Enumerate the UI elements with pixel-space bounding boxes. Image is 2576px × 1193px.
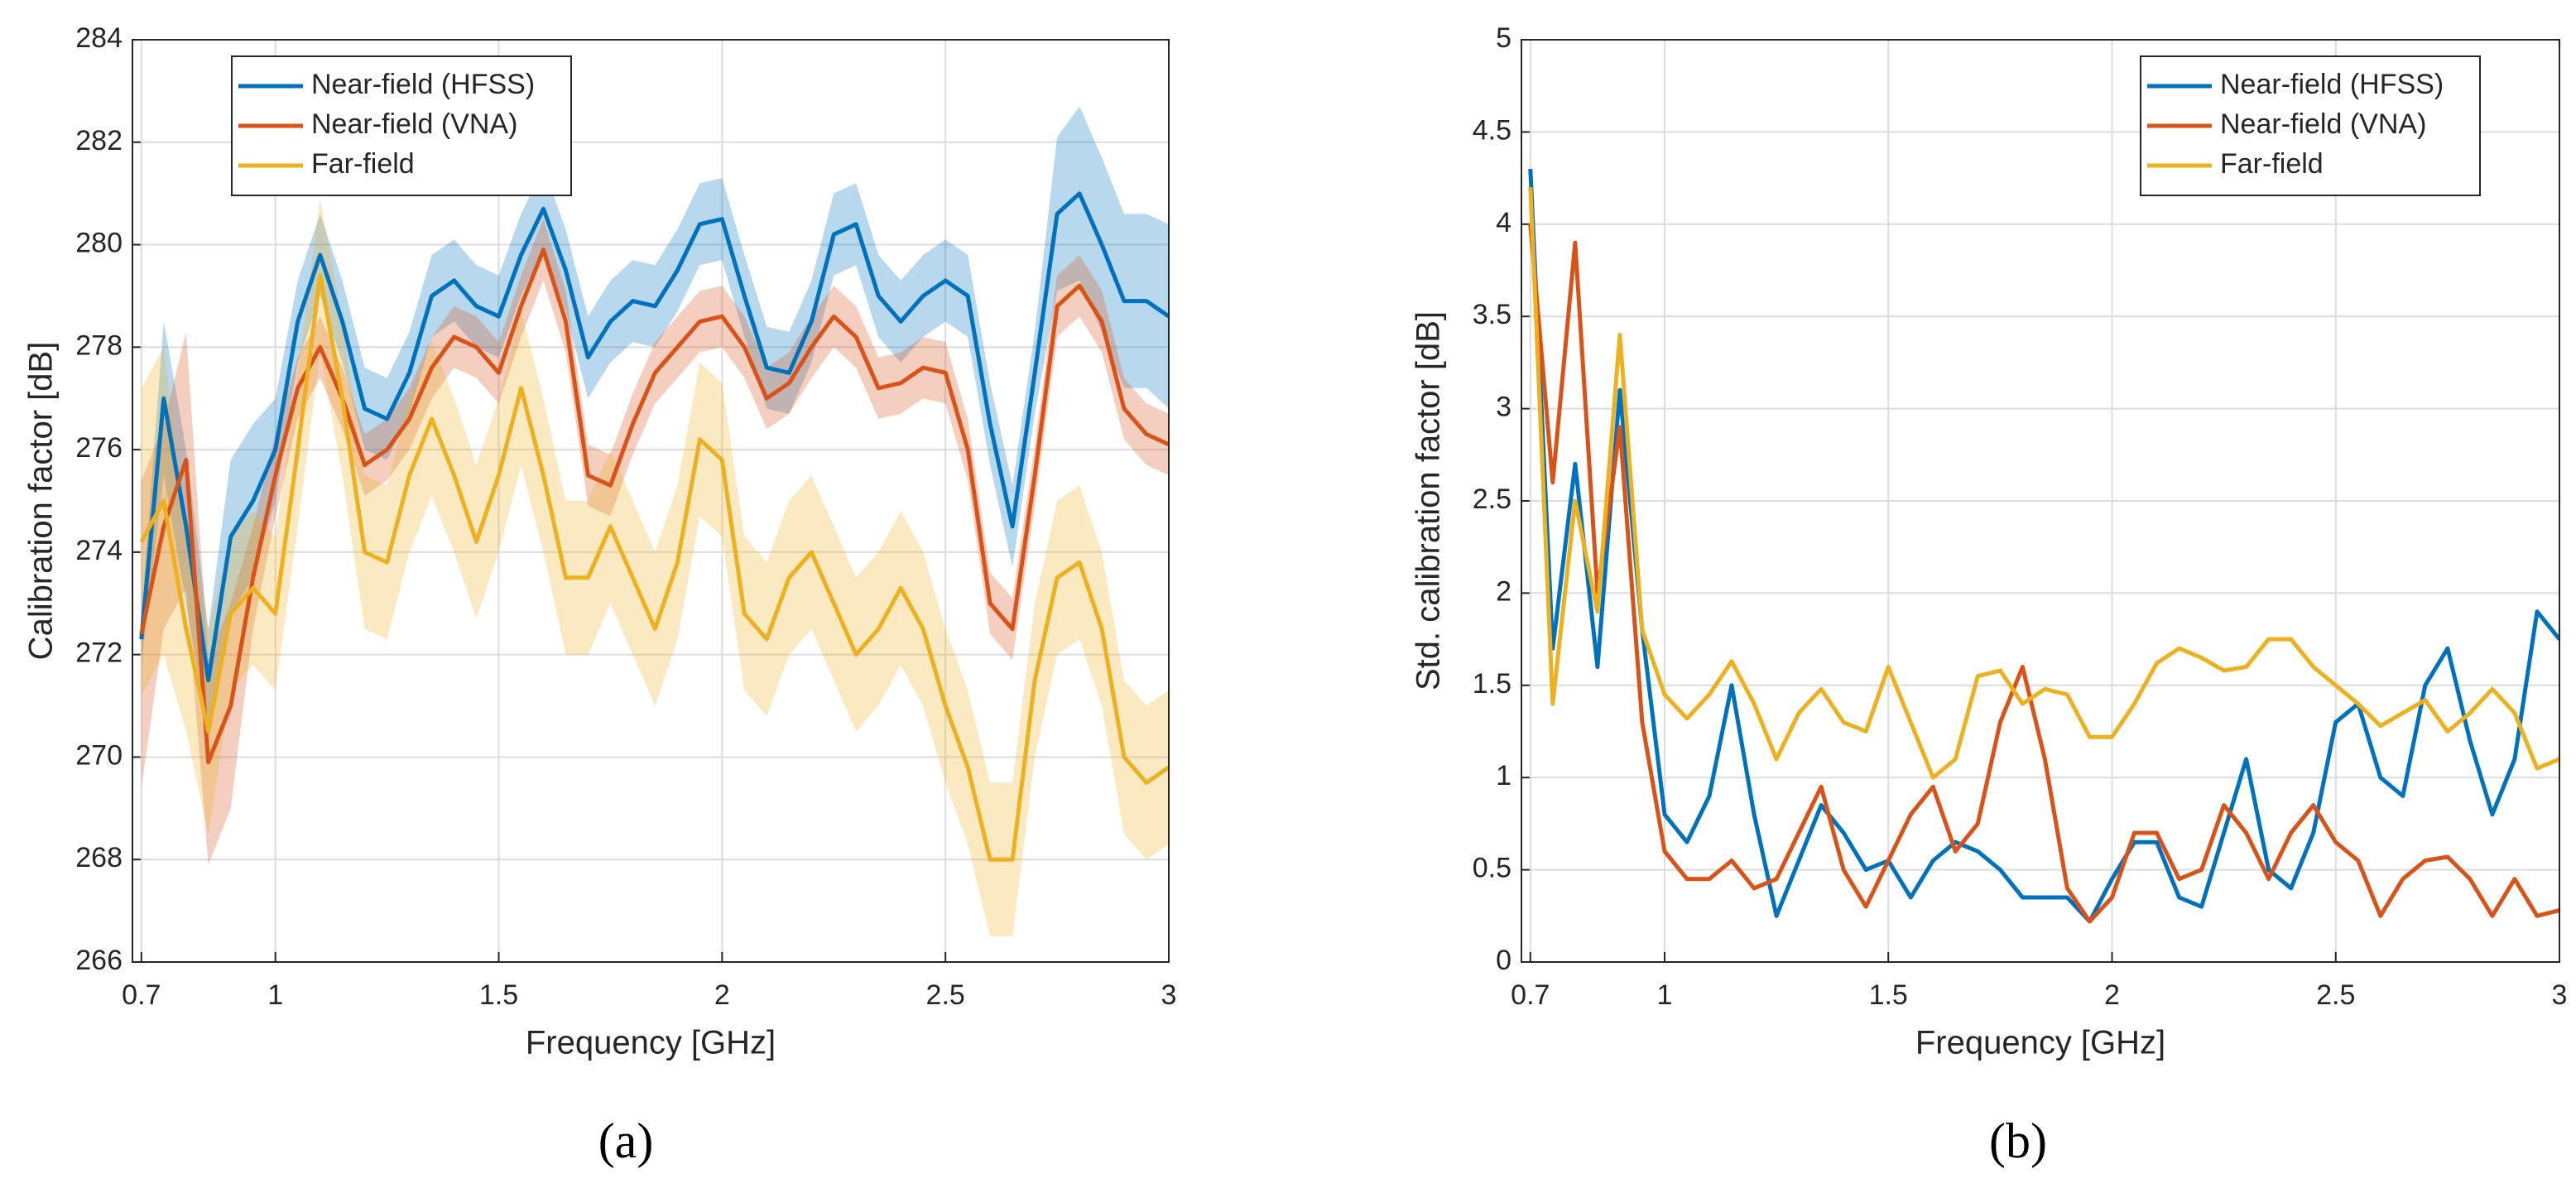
x-tick-label: 1.5 [1869, 979, 1908, 1011]
y-tick-label: 282 [75, 125, 123, 156]
caption: (a) [598, 1114, 654, 1168]
y-axis-label: Calibration factor [dB] [23, 342, 60, 661]
y-tick-label: 4 [1496, 207, 1511, 238]
legend-label: Near-field (HFSS) [311, 69, 535, 100]
x-tick-label: 2.5 [926, 979, 965, 1011]
y-tick-label: 276 [75, 432, 123, 464]
y-tick-label: 272 [75, 637, 123, 669]
band [141, 198, 1169, 937]
y-tick-label: 270 [75, 739, 123, 771]
x-tick-label: 3 [1161, 979, 1177, 1011]
y-tick-label: 2 [1496, 575, 1511, 607]
y-tick-label: 4.5 [1473, 114, 1511, 146]
y-tick-label: 5 [1496, 22, 1511, 54]
series-line [1528, 168, 2559, 924]
x-axis-label: Frequency [GHz] [526, 1025, 776, 1061]
y-tick-label: 278 [75, 330, 123, 361]
legend-label: Near-field (HFSS) [2220, 69, 2444, 100]
axes: 0 0.5 1 1.5 2 2.5 3 3.5 4 4.5 5 0.7 1 1.5 2 2.5 3 Frequen… [1411, 22, 2568, 1168]
y-tick-label: 3 [1496, 392, 1511, 423]
x-tick-label: 0.7 [1511, 979, 1550, 1011]
series-line [1528, 224, 2559, 924]
x-tick-label: 1 [1657, 979, 1673, 1011]
x-tick-label: 3 [2552, 979, 2568, 1011]
axes: 266 268 270 272 274 276 278 280 282 284 0.7 1 1.5 2 2.… [23, 22, 1177, 1168]
series-line [139, 248, 1169, 765]
y-tick-label: 268 [75, 842, 123, 873]
x-tick-label: 2 [714, 979, 730, 1011]
x-tick-label: 2 [2104, 979, 2120, 1011]
legend-label: Far-field [311, 148, 415, 180]
series-line [1528, 187, 2559, 780]
caption: (b) [1989, 1114, 2047, 1168]
x-axis-label: Frequency [GHz] [1915, 1025, 2165, 1061]
band [141, 106, 1169, 732]
series-line [139, 273, 1169, 862]
x-tick-label: 1 [267, 979, 283, 1011]
band [141, 219, 1169, 865]
y-tick-label: 266 [75, 945, 123, 976]
x-tick-label: 2.5 [2316, 979, 2355, 1011]
legend-label: Near-field (VNA) [311, 108, 517, 140]
y-tick-label: 3.5 [1473, 299, 1511, 330]
series-line [139, 191, 1169, 683]
y-tick-label: 280 [75, 228, 123, 259]
y-tick-label: 1.5 [1473, 668, 1511, 700]
y-tick-label: 1 [1496, 760, 1511, 791]
axes-frame [1521, 39, 2560, 963]
y-tick-label: 0 [1496, 945, 1511, 976]
x-tick-label: 0.7 [122, 979, 161, 1011]
legend-label: Near-field (VNA) [2220, 108, 2426, 140]
y-tick-label: 274 [75, 535, 123, 566]
y-tick-label: 2.5 [1473, 483, 1511, 515]
y-axis-label: Std. calibration factor [dB] [1411, 311, 1447, 690]
y-tick-label: 284 [75, 22, 123, 54]
legend-label: Far-field [2220, 148, 2324, 180]
y-tick-label: 0.5 [1473, 853, 1511, 884]
x-tick-label: 1.5 [479, 979, 518, 1011]
axes-frame [132, 39, 1170, 963]
